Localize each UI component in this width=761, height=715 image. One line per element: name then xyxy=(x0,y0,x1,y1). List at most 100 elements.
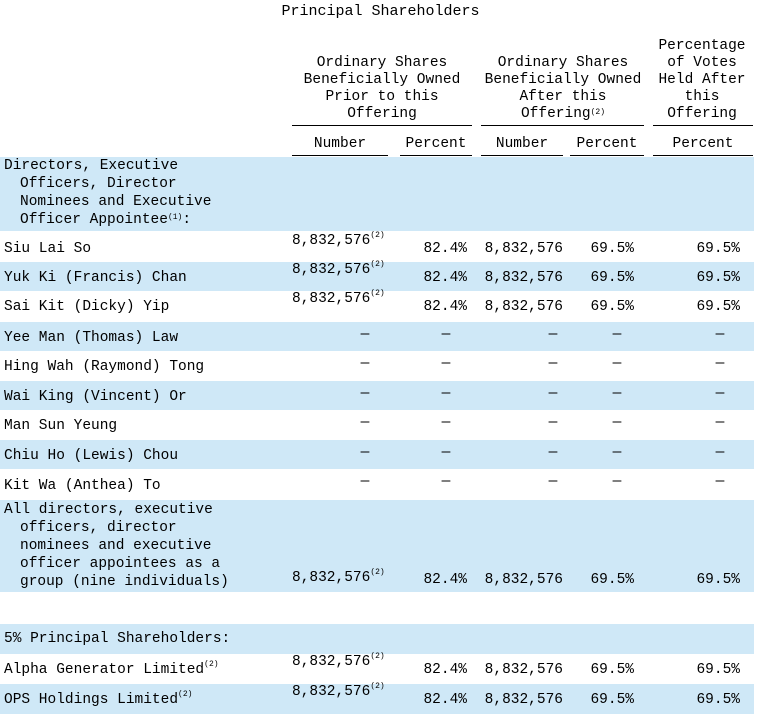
group-total-row: All directors, executive officers, direc… xyxy=(0,500,754,592)
group-line: officers, director xyxy=(20,520,177,536)
dash-cell: — xyxy=(715,386,725,402)
votes-percent: 69.5% xyxy=(696,270,740,286)
shares-after-percent: 69.5% xyxy=(590,270,634,286)
dash-cell: — xyxy=(548,386,558,402)
footnote-ref: (2) xyxy=(370,260,385,269)
footnote-ref: (2) xyxy=(370,682,385,691)
footnote-ref: (2) xyxy=(370,568,385,577)
header-line: Beneficially Owned xyxy=(484,72,642,88)
dash-cell: — xyxy=(441,445,451,461)
shareholder-name: Yuk Ki (Francis) Chan xyxy=(4,270,187,286)
subheader-number: Number xyxy=(313,136,367,152)
subheader-rule xyxy=(653,155,753,156)
dash-cell: — xyxy=(612,445,622,461)
shares-after-number: 8,832,576 xyxy=(484,572,563,588)
shares-before-number: 8,832,576(2) xyxy=(292,289,385,307)
subheader-number: Number xyxy=(495,136,549,152)
shares-after-percent: 69.5% xyxy=(590,572,634,588)
footnote-ref: (2) xyxy=(204,660,219,669)
header-rule xyxy=(653,125,753,126)
header-line: Percentage xyxy=(658,38,746,54)
shareholder-name: Hing Wah (Raymond) Tong xyxy=(4,359,205,375)
table-row: Alpha Generator Limited(2) 8,832,576(2) … xyxy=(0,652,754,684)
footnote-ref: (2) xyxy=(370,231,385,240)
shareholder-name: Sai Kit (Dicky) Yip xyxy=(4,299,170,315)
header-line: of Votes xyxy=(667,55,737,71)
shareholder-name: Kit Wa (Anthea) To xyxy=(4,478,161,494)
cell-value: 8,832,576 xyxy=(292,570,371,586)
section-label: 5% Principal Shareholders: xyxy=(4,631,231,647)
header-line: Prior to this xyxy=(325,89,439,105)
dash-cell: — xyxy=(360,415,370,431)
shares-before-percent: 82.4% xyxy=(423,692,467,708)
dash-cell: — xyxy=(612,415,622,431)
subheader-rule xyxy=(570,155,644,156)
dash-cell: — xyxy=(441,386,451,402)
cell-value: 8,832,576 xyxy=(292,291,371,307)
header-line: this xyxy=(684,89,720,105)
footnote-ref: (2) xyxy=(590,108,606,117)
header-line: Offering xyxy=(667,106,737,122)
dash-cell: — xyxy=(360,474,370,490)
shareholder-name: Yee Man (Thomas) Law xyxy=(4,330,179,346)
footnote-ref: (2) xyxy=(178,690,193,699)
header-line: Offering xyxy=(347,106,417,122)
table-row: Chiu Ho (Lewis) Chou — — — — — xyxy=(0,440,754,469)
shares-before-percent: 82.4% xyxy=(423,572,467,588)
cell-value: 8,832,576 xyxy=(292,654,371,670)
header-line: Ordinary Shares xyxy=(497,55,629,71)
votes-percent: 69.5% xyxy=(696,241,740,257)
table-row: Siu Lai So 8,832,576(2) 82.4% 8,832,576 … xyxy=(0,231,754,262)
cell-value: 8,832,576 xyxy=(292,233,371,249)
dash-cell: — xyxy=(548,445,558,461)
footnote-ref: (2) xyxy=(370,289,385,298)
dash-cell: — xyxy=(441,415,451,431)
dash-cell: — xyxy=(441,356,451,372)
votes-percent: 69.5% xyxy=(696,662,740,678)
section-heading-directors: Directors, Executive Officers, Director … xyxy=(0,157,754,231)
subheader-rule xyxy=(481,155,563,156)
section-text: Officer Appointee xyxy=(20,212,168,228)
table-row: Wai King (Vincent) Or — — — — — xyxy=(0,381,754,410)
header-prior-offering: Ordinary Shares Beneficially Owned Prior… xyxy=(292,55,472,123)
header-rule xyxy=(292,125,472,126)
dash-cell: — xyxy=(360,356,370,372)
header-line: Offering(2) xyxy=(478,106,648,123)
header-line: After this xyxy=(519,89,607,105)
table-row: OPS Holdings Limited(2) 8,832,576(2) 82.… xyxy=(0,682,754,714)
subheader-rule xyxy=(292,155,388,156)
table-row: Kit Wa (Anthea) To — — — — — xyxy=(0,469,754,499)
section-line: Officer Appointee(1): xyxy=(4,211,211,229)
table-row: Man Sun Yeung — — — — — xyxy=(0,410,754,440)
shareholder-name: Man Sun Yeung xyxy=(4,418,118,434)
header-after-offering: Ordinary Shares Beneficially Owned After… xyxy=(478,55,648,123)
shares-after-number: 8,832,576 xyxy=(484,241,563,257)
dash-cell: — xyxy=(715,327,725,343)
group-line: officer appointees as a xyxy=(20,556,221,572)
shares-before-number: 8,832,576(2) xyxy=(292,682,385,700)
section-suffix: : xyxy=(182,212,192,228)
header-votes-percentage: Percentage of Votes Held After this Offe… xyxy=(652,38,752,123)
section-label: Directors, Executive Officers, Director … xyxy=(4,157,211,229)
shares-before-percent: 82.4% xyxy=(423,299,467,315)
header-line: Beneficially Owned xyxy=(303,72,461,88)
shares-after-percent: 69.5% xyxy=(590,241,634,257)
shares-before-number: 8,832,576(2) xyxy=(292,652,385,670)
shares-before-number: 8,832,576(2) xyxy=(292,568,385,586)
dash-cell: — xyxy=(441,327,451,343)
dash-cell: — xyxy=(612,356,622,372)
dash-cell: — xyxy=(612,386,622,402)
table-row: Hing Wah (Raymond) Tong — — — — — xyxy=(0,351,754,381)
table-row: Sai Kit (Dicky) Yip 8,832,576(2) 82.4% 8… xyxy=(0,289,754,321)
subheader-percent: Percent xyxy=(405,136,467,152)
shareholder-name: OPS Holdings Limited(2) xyxy=(4,690,193,708)
votes-percent: 69.5% xyxy=(696,692,740,708)
votes-percent: 69.5% xyxy=(696,299,740,315)
dash-cell: — xyxy=(612,474,622,490)
shareholder-name: Siu Lai So xyxy=(4,241,92,257)
dash-cell: — xyxy=(441,474,451,490)
shares-after-percent: 69.5% xyxy=(590,692,634,708)
subheader-percent: Percent xyxy=(672,136,734,152)
cell-value: 8,832,576 xyxy=(292,262,371,278)
shares-after-percent: 69.5% xyxy=(590,299,634,315)
